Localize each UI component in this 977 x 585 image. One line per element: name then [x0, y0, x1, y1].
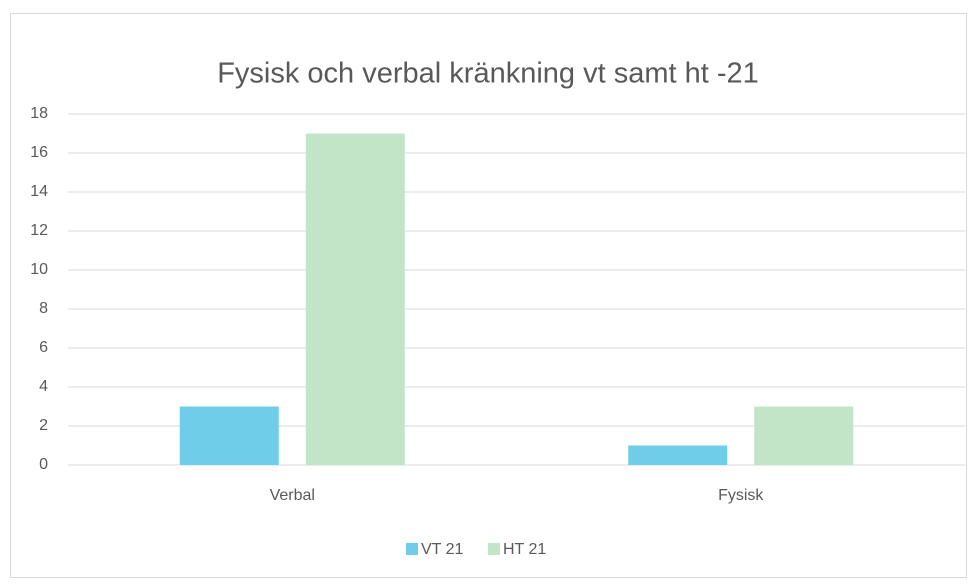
legend-label: HT 21 [503, 541, 546, 558]
x-tick-label: Verbal [270, 487, 315, 504]
bar [754, 406, 854, 465]
bar [305, 133, 405, 465]
y-tick-label: 12 [30, 222, 48, 239]
y-tick-label: 0 [39, 456, 48, 473]
chart-border [10, 13, 967, 578]
y-tick-label: 4 [39, 378, 48, 395]
y-tick-label: 2 [39, 417, 48, 434]
x-tick-label: Fysisk [718, 487, 764, 504]
y-tick-label: 14 [30, 183, 48, 200]
legend-label: VT 21 [421, 541, 464, 558]
y-tick-label: 6 [39, 339, 48, 356]
bar [628, 445, 728, 465]
y-tick-label: 8 [39, 300, 48, 317]
legend-swatch [406, 543, 418, 555]
legend-swatch [488, 543, 500, 555]
chart-title: Fysisk och verbal kränkning vt samt ht -… [217, 58, 759, 90]
bar [179, 406, 279, 465]
y-tick-label: 18 [30, 105, 48, 122]
y-tick-label: 16 [30, 144, 48, 161]
y-tick-label: 10 [30, 261, 48, 278]
